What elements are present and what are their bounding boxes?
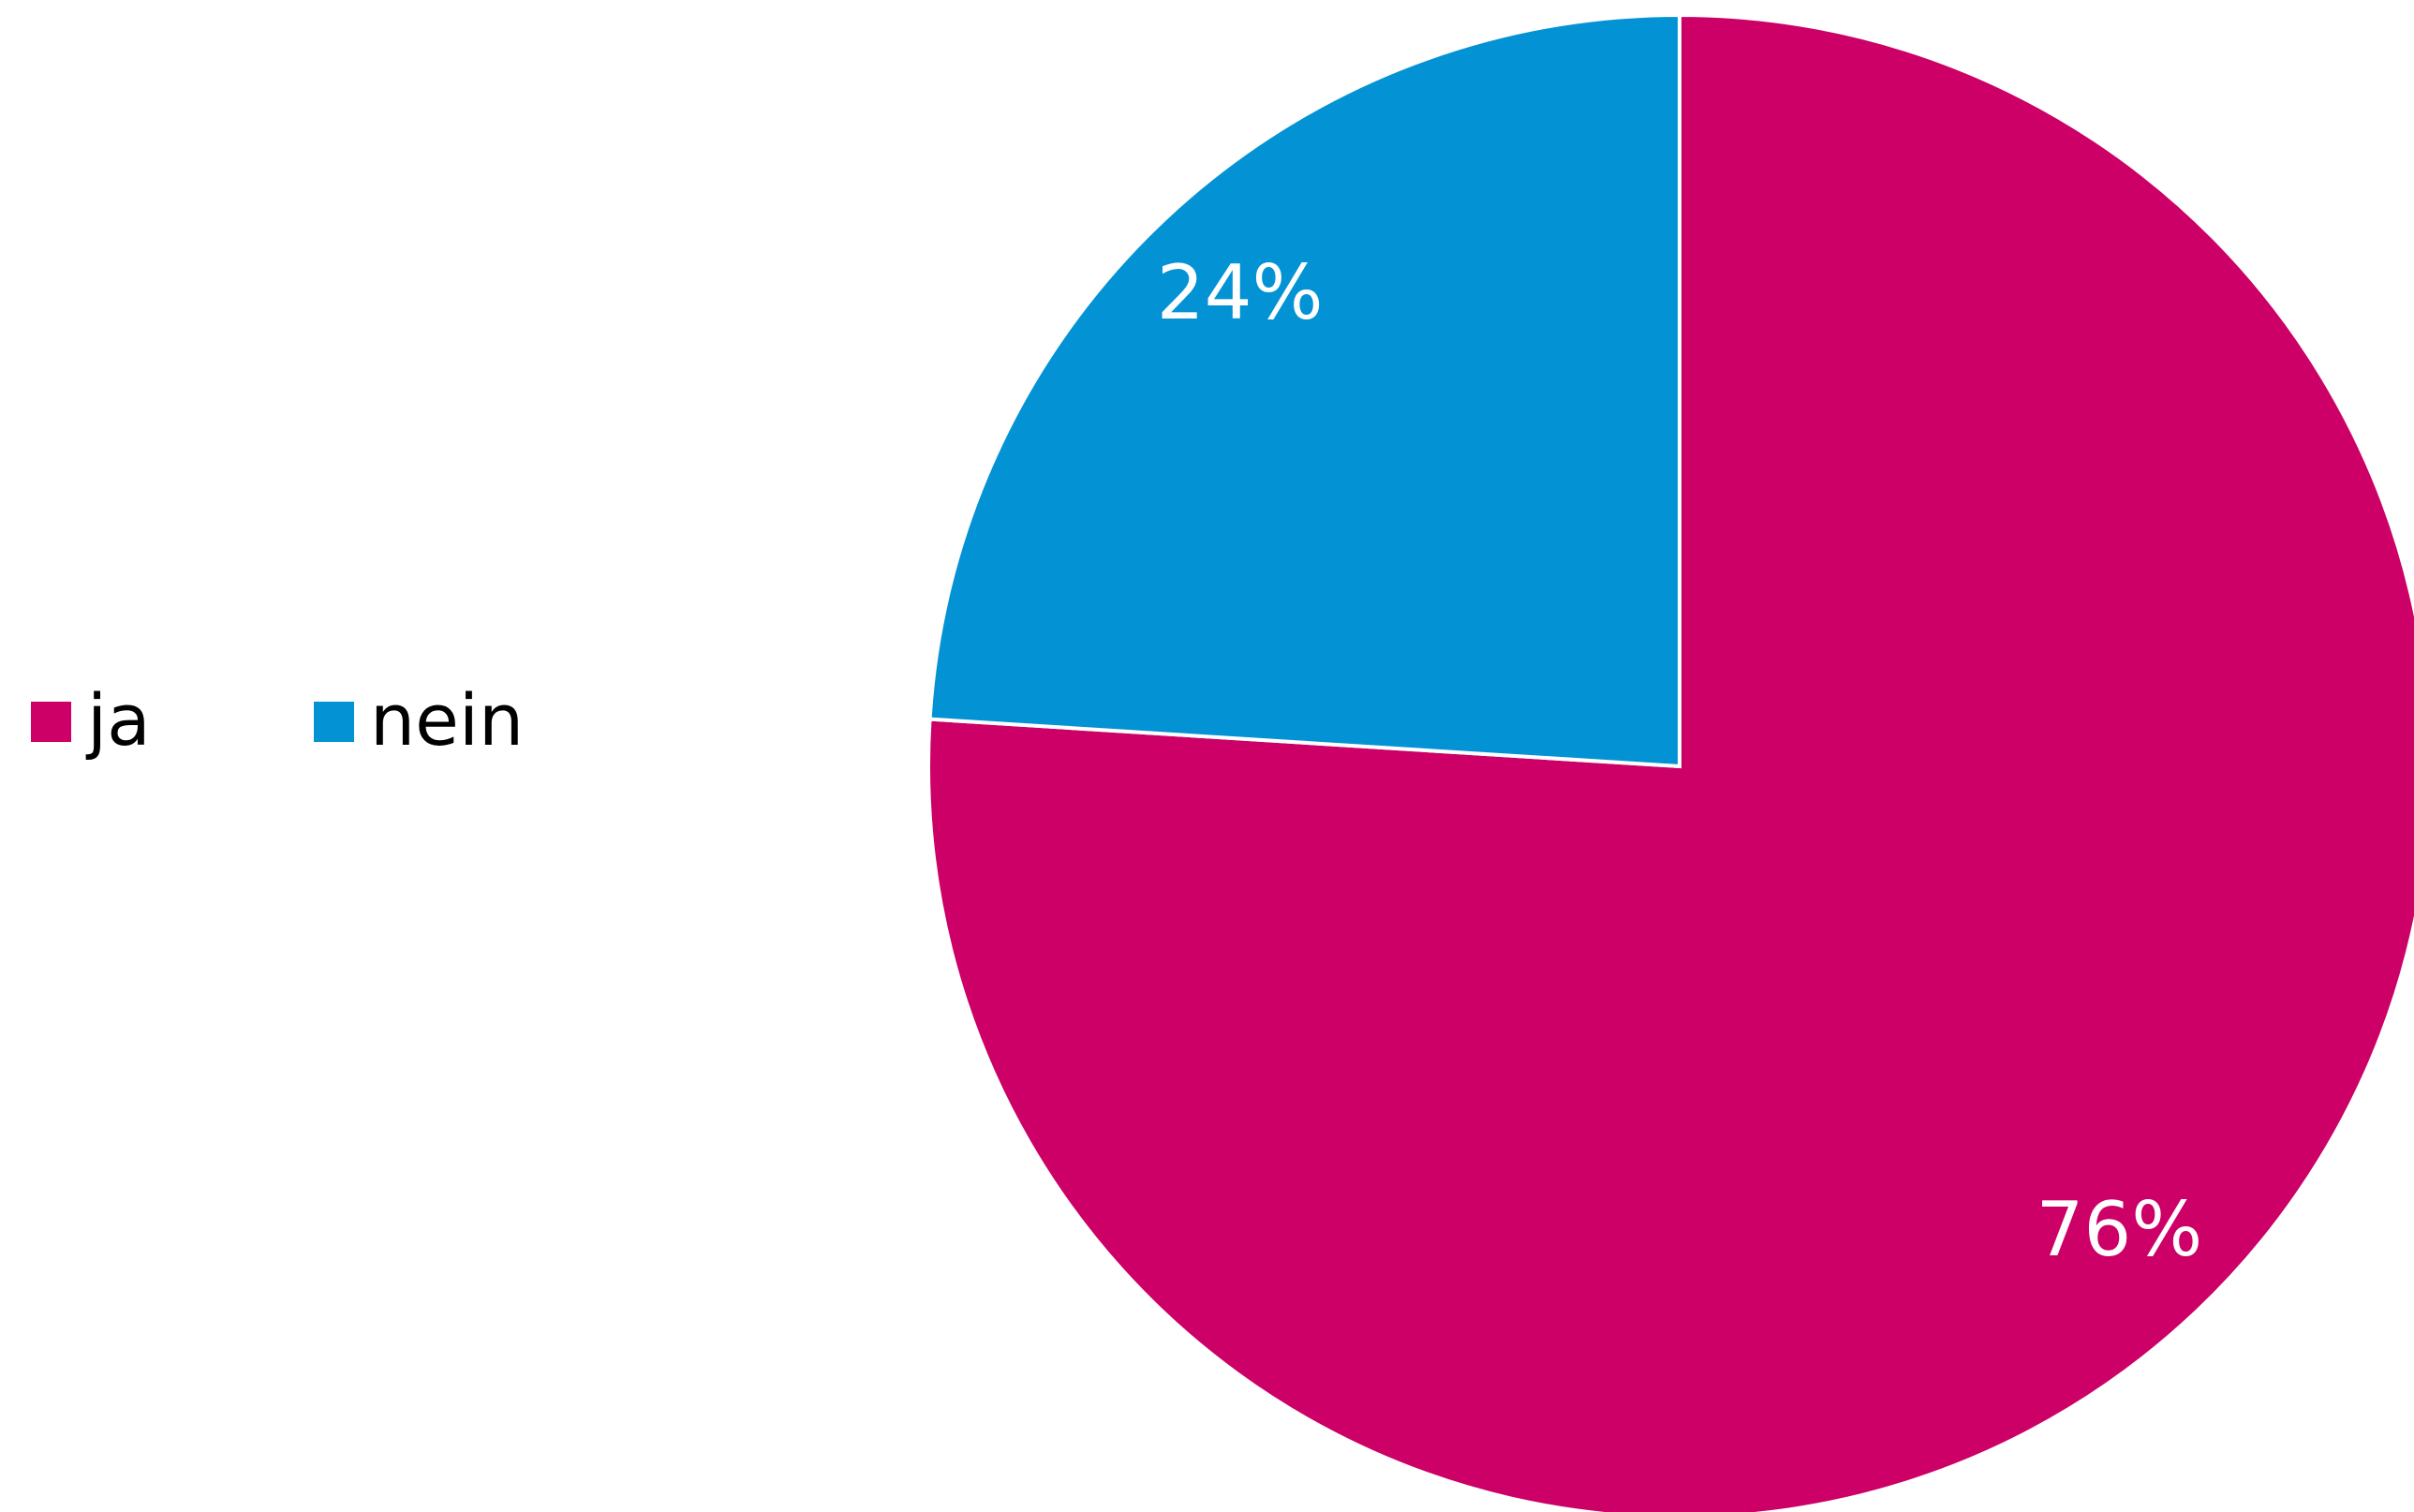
data-label: 76%	[2036, 1186, 2202, 1273]
legend-label: ja	[85, 678, 151, 762]
data-label: 24%	[1157, 249, 1324, 336]
legend-swatch	[31, 702, 71, 742]
pie-slice	[927, 12, 1681, 769]
pie-slice	[926, 12, 2414, 1512]
legend-label: nein	[370, 678, 524, 762]
legend-swatch	[314, 702, 354, 742]
